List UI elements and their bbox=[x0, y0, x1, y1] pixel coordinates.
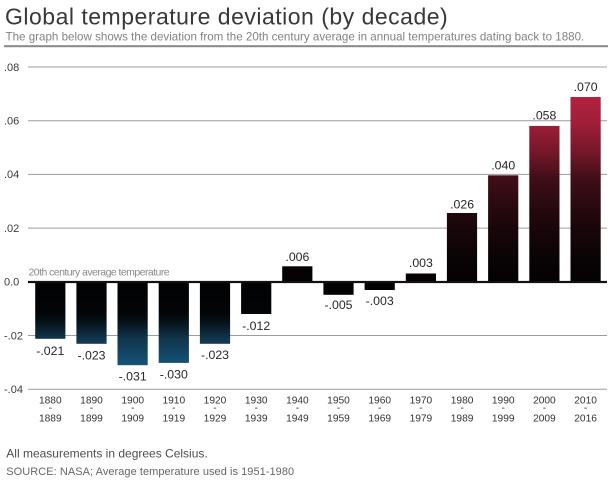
svg-text:-: - bbox=[254, 403, 257, 414]
svg-text:Global temperature deviation (: Global temperature deviation (by decade) bbox=[5, 4, 448, 30]
svg-text:-.023: -.023 bbox=[77, 349, 105, 363]
svg-text:1989: 1989 bbox=[451, 413, 474, 424]
svg-text:0.0: 0.0 bbox=[4, 277, 19, 289]
svg-text:1900: 1900 bbox=[121, 396, 144, 407]
svg-text:-.04: -.04 bbox=[4, 384, 23, 396]
svg-text:.040: .040 bbox=[491, 158, 515, 172]
svg-text:1950: 1950 bbox=[327, 396, 350, 407]
svg-text:-: - bbox=[543, 403, 546, 414]
svg-text:1929: 1929 bbox=[204, 413, 227, 424]
svg-text:1899: 1899 bbox=[80, 413, 103, 424]
svg-text:-: - bbox=[460, 403, 463, 414]
svg-text:1910: 1910 bbox=[162, 396, 185, 407]
svg-text:-.021: -.021 bbox=[36, 344, 64, 358]
svg-text:1920: 1920 bbox=[204, 396, 227, 407]
svg-text:1919: 1919 bbox=[162, 413, 185, 424]
svg-text:.08: .08 bbox=[4, 62, 19, 74]
svg-text:2000: 2000 bbox=[533, 396, 556, 407]
svg-text:-: - bbox=[337, 403, 340, 414]
svg-text:1980: 1980 bbox=[451, 396, 474, 407]
svg-text:1930: 1930 bbox=[245, 396, 268, 407]
svg-text:1969: 1969 bbox=[368, 413, 391, 424]
svg-text:1979: 1979 bbox=[410, 413, 433, 424]
svg-text:-.030: -.030 bbox=[160, 368, 188, 382]
svg-text:1949: 1949 bbox=[286, 413, 309, 424]
svg-text:.02: .02 bbox=[4, 223, 19, 235]
svg-text:-: - bbox=[378, 403, 381, 414]
svg-text:.04: .04 bbox=[4, 169, 19, 181]
svg-text:2010: 2010 bbox=[574, 396, 597, 407]
svg-text:1959: 1959 bbox=[327, 413, 350, 424]
svg-text:.006: .006 bbox=[285, 250, 309, 264]
svg-text:1939: 1939 bbox=[245, 413, 268, 424]
svg-text:1999: 1999 bbox=[492, 413, 515, 424]
svg-text:1890: 1890 bbox=[80, 396, 103, 407]
svg-text:.070: .070 bbox=[574, 80, 598, 94]
svg-text:-.02: -.02 bbox=[4, 330, 23, 342]
svg-text:-.005: -.005 bbox=[324, 298, 352, 312]
svg-text:1940: 1940 bbox=[286, 396, 309, 407]
svg-text:All measurements in degrees Ce: All measurements in degrees Celsius. bbox=[6, 446, 207, 460]
svg-text:1909: 1909 bbox=[121, 413, 144, 424]
svg-text:1960: 1960 bbox=[368, 396, 391, 407]
svg-text:-.023: -.023 bbox=[201, 348, 229, 362]
svg-text:-.003: -.003 bbox=[366, 294, 394, 308]
svg-text:-: - bbox=[584, 403, 587, 414]
svg-text:-: - bbox=[172, 403, 175, 414]
svg-text:.06: .06 bbox=[4, 116, 19, 128]
svg-text:-: - bbox=[213, 403, 216, 414]
svg-text:-: - bbox=[296, 403, 299, 414]
svg-text:2009: 2009 bbox=[533, 413, 556, 424]
svg-text:-: - bbox=[90, 403, 93, 414]
svg-text:-.031: -.031 bbox=[119, 370, 147, 384]
svg-text:SOURCE: NASA; Average temperat: SOURCE: NASA; Average temperature used i… bbox=[6, 466, 294, 478]
svg-text:The graph below shows the devi: The graph below shows the deviation from… bbox=[6, 30, 585, 43]
svg-text:2016: 2016 bbox=[574, 413, 597, 424]
svg-text:.026: .026 bbox=[450, 197, 474, 211]
svg-text:.058: .058 bbox=[532, 109, 556, 123]
svg-text:-: - bbox=[419, 403, 422, 414]
svg-text:1970: 1970 bbox=[410, 396, 433, 407]
svg-text:1889: 1889 bbox=[39, 413, 62, 424]
svg-text:-: - bbox=[131, 403, 134, 414]
svg-text:1880: 1880 bbox=[39, 396, 62, 407]
svg-text:1990: 1990 bbox=[492, 396, 515, 407]
svg-text:.003: .003 bbox=[409, 256, 433, 270]
svg-text:-: - bbox=[501, 403, 504, 414]
svg-text:-.012: -.012 bbox=[242, 319, 270, 333]
svg-text:20th century average temperatu: 20th century average temperature bbox=[29, 267, 170, 279]
svg-text:-: - bbox=[49, 403, 52, 414]
